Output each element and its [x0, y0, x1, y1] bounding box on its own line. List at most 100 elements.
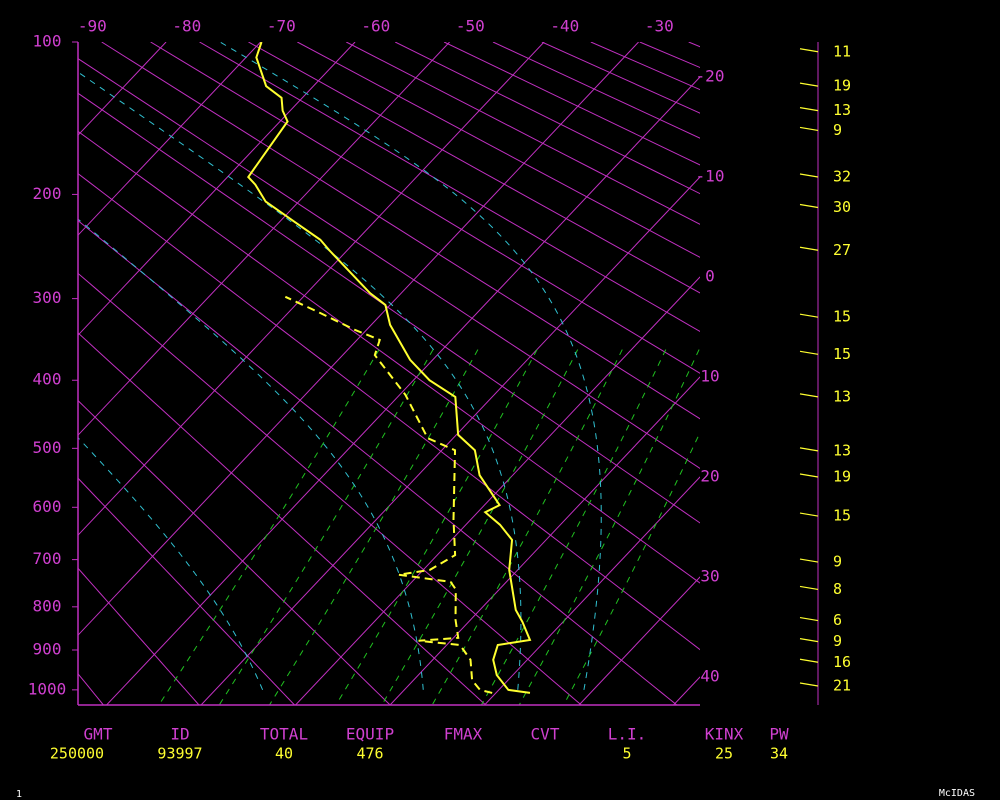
dry-adiabat [78, 172, 700, 651]
wind-barb [799, 246, 819, 251]
wind-speed: 9 [833, 632, 842, 650]
isotherm [78, 42, 261, 236]
dry-adiabat [150, 42, 700, 374]
y-tick-label: 400 [33, 370, 62, 389]
wind-speed: 30 [833, 198, 851, 216]
dry-adiabat [101, 42, 700, 420]
dry-adiabat [78, 58, 700, 470]
top-tick-label: -60 [361, 17, 390, 36]
isotherm [78, 42, 545, 536]
wind-barb [799, 617, 819, 622]
footer-label: PW [769, 725, 789, 744]
footer-label: FMAX [444, 725, 483, 744]
isotherm [673, 676, 700, 705]
y-tick-label: 600 [33, 497, 62, 516]
y-tick-label: 200 [33, 184, 62, 203]
wind-barb [799, 126, 819, 132]
right-tick-label: 30 [700, 567, 719, 586]
mixing-ratio [480, 349, 667, 705]
dry-adiabat [78, 477, 295, 705]
right-tick-label: 10 [700, 367, 719, 386]
top-tick-label: -50 [456, 17, 485, 36]
wind-speed: 8 [833, 580, 842, 598]
right-tick-label: -20 [696, 67, 725, 86]
wind-speed: 15 [833, 507, 851, 525]
dewpoint-line [284, 295, 493, 694]
dry-adiabat [78, 567, 200, 705]
dry-adiabat [639, 42, 700, 69]
wind-speed: 21 [833, 676, 851, 694]
isotherm [578, 576, 700, 705]
corner-number: 1 [16, 789, 22, 800]
dry-adiabat [297, 42, 700, 258]
right-tick-label: 0 [705, 267, 715, 286]
mixing-ratio [431, 349, 623, 705]
top-tick-label: -80 [172, 17, 201, 36]
footer-value: 93997 [157, 745, 202, 763]
wind-barb [799, 682, 819, 687]
isotherm [200, 176, 700, 705]
temperature-line [247, 42, 532, 694]
wind-barb [799, 393, 819, 398]
moist-adiabat [78, 218, 424, 690]
wind-barb [799, 350, 819, 355]
y-tick-label: 900 [33, 639, 62, 658]
dry-adiabat [443, 42, 700, 166]
wind-barb [799, 203, 819, 209]
right-tick-label: 20 [700, 467, 719, 486]
wind-speed: 9 [833, 553, 842, 571]
mixing-ratio [158, 349, 380, 705]
wind-barb [799, 313, 819, 318]
wind-barb [799, 48, 819, 53]
footer-label: TOTAL [260, 725, 308, 744]
top-tick-label: -30 [645, 17, 674, 36]
wind-barb [799, 107, 819, 112]
footer-value: 476 [356, 745, 383, 763]
mixing-ratio [563, 431, 700, 705]
wind-barb [799, 447, 819, 452]
dry-adiabat [688, 42, 700, 48]
grid-layer [78, 42, 700, 705]
isotherm [295, 276, 700, 705]
y-tick-label: 300 [33, 288, 62, 307]
wind-barb [799, 658, 819, 663]
footer-label: CVT [531, 725, 560, 744]
footer-value: 34 [770, 745, 788, 763]
y-tick-label: 1000 [28, 679, 67, 698]
wind-speed: 6 [833, 611, 842, 629]
isotherm [389, 376, 700, 705]
isotherm [78, 42, 356, 336]
footer-value: 40 [275, 745, 293, 763]
dry-adiabat [78, 130, 700, 584]
dry-adiabat [199, 42, 700, 333]
moist-adiabat [78, 71, 522, 690]
footer-label: KINX [705, 725, 744, 744]
y-tick-label: 500 [33, 438, 62, 457]
wind-barb [799, 585, 819, 590]
wind-barb [799, 512, 819, 517]
wind-speed: 16 [833, 653, 851, 671]
top-tick-label: -70 [267, 17, 296, 36]
wind-speed: 19 [833, 468, 851, 486]
dry-adiabat [394, 42, 700, 195]
wind-speed: 15 [833, 308, 851, 326]
footer-label: L.I. [608, 725, 647, 744]
mixing-ratio [335, 349, 538, 705]
dry-adiabat [78, 332, 487, 705]
wind-speed: 11 [833, 42, 851, 60]
wind-speed: 27 [833, 241, 851, 259]
y-tick-label: 100 [33, 32, 62, 51]
plot-layer [247, 42, 532, 694]
dry-adiabat [590, 42, 700, 91]
wind-barb [799, 473, 819, 478]
wind-barb [799, 82, 819, 87]
isotherm [78, 42, 167, 136]
wind-speed: 9 [833, 121, 842, 139]
right-tick-label: -10 [696, 167, 725, 186]
y-tick-label: 800 [33, 596, 62, 615]
brand: McIDAS [939, 788, 975, 799]
wind-speed: 19 [833, 77, 851, 95]
wind-speed: 13 [833, 387, 851, 405]
